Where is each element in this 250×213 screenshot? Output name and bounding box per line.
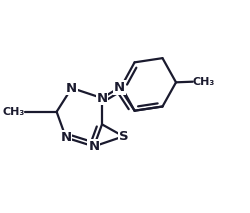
- Text: CH₃: CH₃: [3, 107, 25, 117]
- Text: N: N: [66, 82, 77, 95]
- Text: S: S: [118, 130, 128, 143]
- Text: N: N: [88, 140, 100, 153]
- Text: N: N: [60, 131, 72, 144]
- Text: N: N: [114, 81, 125, 94]
- Text: CH₃: CH₃: [193, 77, 215, 87]
- Text: N: N: [96, 92, 108, 105]
